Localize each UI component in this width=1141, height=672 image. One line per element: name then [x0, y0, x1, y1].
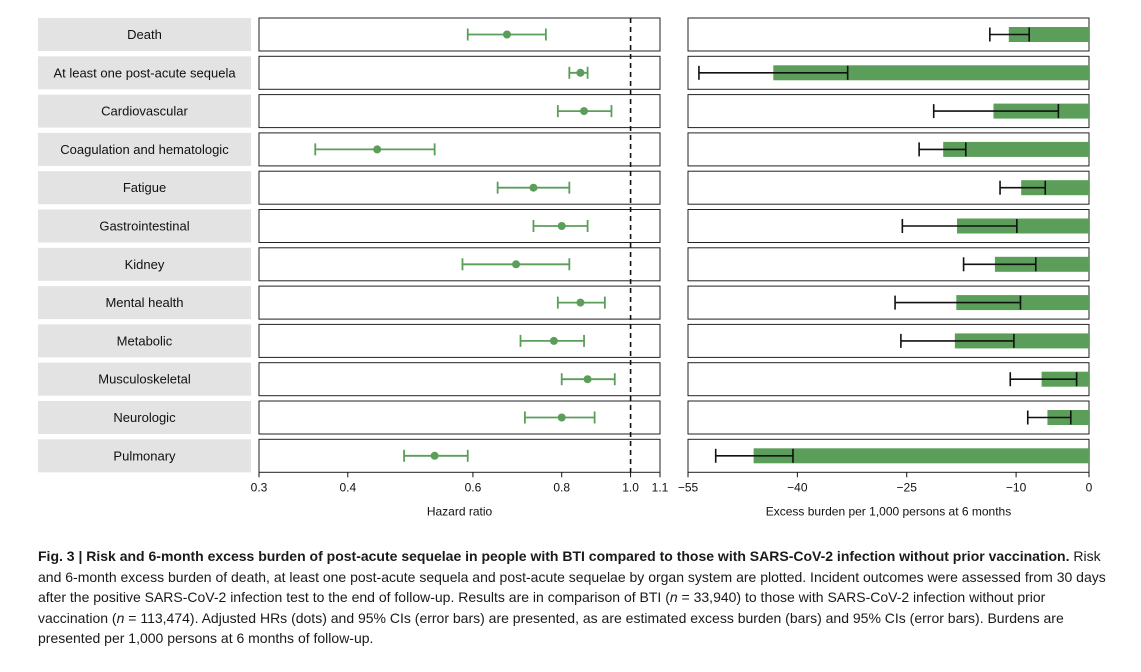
hr-point	[529, 183, 538, 192]
row-label-box	[38, 18, 251, 51]
eb-bar	[1021, 180, 1089, 196]
row-label-box	[38, 286, 251, 320]
hr-tick-label: 1.1	[652, 480, 669, 494]
row-label-box	[38, 94, 251, 128]
hazard-ratio-panel	[258, 17, 661, 473]
row-label: Neurologic	[113, 410, 176, 425]
row-label: Musculoskeletal	[98, 372, 191, 387]
eb-axis-title: Excess burden per 1,000 persons at 6 mon…	[766, 504, 1011, 518]
figure-caption: Fig. 3 | Risk and 6-month excess burden …	[38, 546, 1108, 649]
hr-row-frame	[258, 209, 661, 243]
eb-tick-label: −55	[678, 480, 699, 494]
hr-tick-label: 0.6	[465, 480, 482, 494]
row-label: Cardiovascular	[101, 104, 188, 119]
row-label-box	[38, 209, 251, 243]
hr-tick-label: 1.0	[622, 480, 639, 494]
hr-point	[576, 68, 585, 77]
caption-n-value-2: = 113,474). Adjusted HRs (dots) and 95% …	[38, 609, 1064, 647]
hr-tick-label: 0.4	[339, 480, 356, 494]
hr-point	[430, 451, 439, 460]
figure-chart: Death At least one post-acute sequela Card…	[38, 17, 1093, 518]
row-labels: Death At least one post-acute sequela Card…	[38, 18, 251, 473]
eb-row-frame	[687, 400, 1090, 435]
eb-bar	[943, 141, 1089, 157]
eb-bar	[954, 333, 1089, 349]
row-label: Fatigue	[123, 180, 166, 195]
row-label-box	[38, 247, 251, 281]
row-label: Gastrointestinal	[99, 219, 189, 234]
hr-tick-label: 0.8	[553, 480, 570, 494]
row-label: Pulmonary	[113, 448, 176, 463]
hr-row-frame	[258, 17, 661, 52]
hr-point	[557, 222, 566, 230]
caption-title: Fig. 3 | Risk and 6-month excess burden …	[38, 548, 1070, 564]
row-label-box	[38, 324, 251, 358]
eb-tick-label: −40	[787, 480, 808, 494]
row-label-box	[38, 56, 251, 90]
row-label-box	[38, 132, 251, 166]
row-label: Death	[127, 27, 162, 42]
hr-row-frame	[258, 170, 661, 205]
eb-bar	[994, 256, 1089, 272]
caption-n-letter-1: n	[669, 589, 678, 606]
hr-row-frame	[258, 400, 661, 435]
hr-row-frame	[258, 55, 661, 90]
hr-point	[549, 336, 558, 345]
hr-point	[373, 145, 382, 154]
eb-tick-label: −25	[897, 480, 918, 494]
hr-axis-title: Hazard ratio	[427, 504, 493, 518]
eb-bar	[956, 295, 1089, 311]
caption-body-1: Risk and 6-month excess burden of death,…	[38, 548, 1106, 606]
caption-n-letter-2: n	[116, 609, 125, 626]
hr-point	[557, 413, 566, 422]
hr-point	[512, 260, 521, 269]
hr-point	[583, 375, 592, 384]
row-label: Kidney	[125, 257, 165, 272]
row-label: At least one post-acute sequela	[53, 65, 236, 80]
hr-point	[502, 30, 511, 39]
hr-row-frame	[258, 247, 661, 282]
eb-bar	[753, 448, 1089, 464]
row-label: Metabolic	[117, 333, 173, 348]
eb-tick-label: −10	[1006, 480, 1027, 494]
eb-bar	[957, 218, 1089, 234]
caption-n-value-1: = 33,940) to those with SARS-CoV-2 infec…	[38, 589, 1046, 626]
row-label-box	[38, 362, 251, 396]
row-label: Coagulation and hematologic	[60, 142, 229, 157]
eb-tick-label: 0	[1086, 480, 1093, 494]
hr-tick-label: 0.3	[251, 480, 268, 494]
excess-burden-panel	[687, 17, 1090, 473]
eb-bar	[773, 65, 1089, 81]
hr-row-frame	[258, 323, 661, 358]
row-label-box	[38, 401, 251, 434]
row-label: Mental health	[105, 295, 183, 310]
axes: 0.3 0.4 0.6 0.8 1.0 1.1 Hazard ratio −55 −40 −25 −…	[251, 472, 1093, 518]
hr-point	[576, 298, 585, 307]
hr-point	[580, 107, 589, 116]
row-label-box	[38, 171, 251, 205]
row-label-box	[38, 439, 251, 473]
